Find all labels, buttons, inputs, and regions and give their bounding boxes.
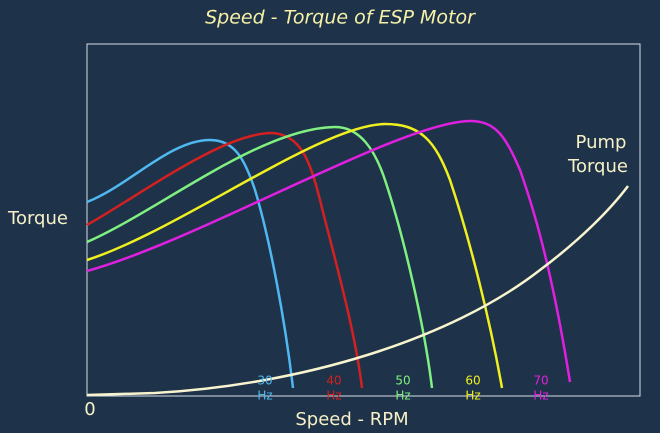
curve-40hz [86, 131, 364, 389]
curve-30hz [86, 138, 295, 389]
curve-label: 70 [533, 374, 548, 388]
curve-label: Hz [465, 389, 480, 403]
y-label: Torque [7, 208, 68, 229]
curve-label: 30 [257, 374, 272, 388]
plot-frame [86, 43, 641, 397]
curve-label: 40 [326, 374, 341, 388]
curve-60hz [86, 122, 504, 389]
curve-label: Hz [326, 389, 341, 403]
pump-label: Pump [576, 132, 627, 153]
curve-label: Hz [395, 389, 410, 403]
curve-70hz [86, 119, 572, 383]
curve-label: Hz [257, 389, 272, 403]
pump-label: Torque [567, 156, 628, 177]
curve-50hz [86, 125, 434, 389]
title: Speed - Torque of ESP Motor [205, 7, 476, 29]
pump-curve [86, 185, 629, 397]
x-label: Speed - RPM [295, 409, 408, 430]
curve-label: 50 [395, 374, 410, 388]
curve-label: Hz [533, 389, 548, 403]
origin-label: 0 [84, 399, 95, 420]
curve-label: 60 [465, 374, 480, 388]
